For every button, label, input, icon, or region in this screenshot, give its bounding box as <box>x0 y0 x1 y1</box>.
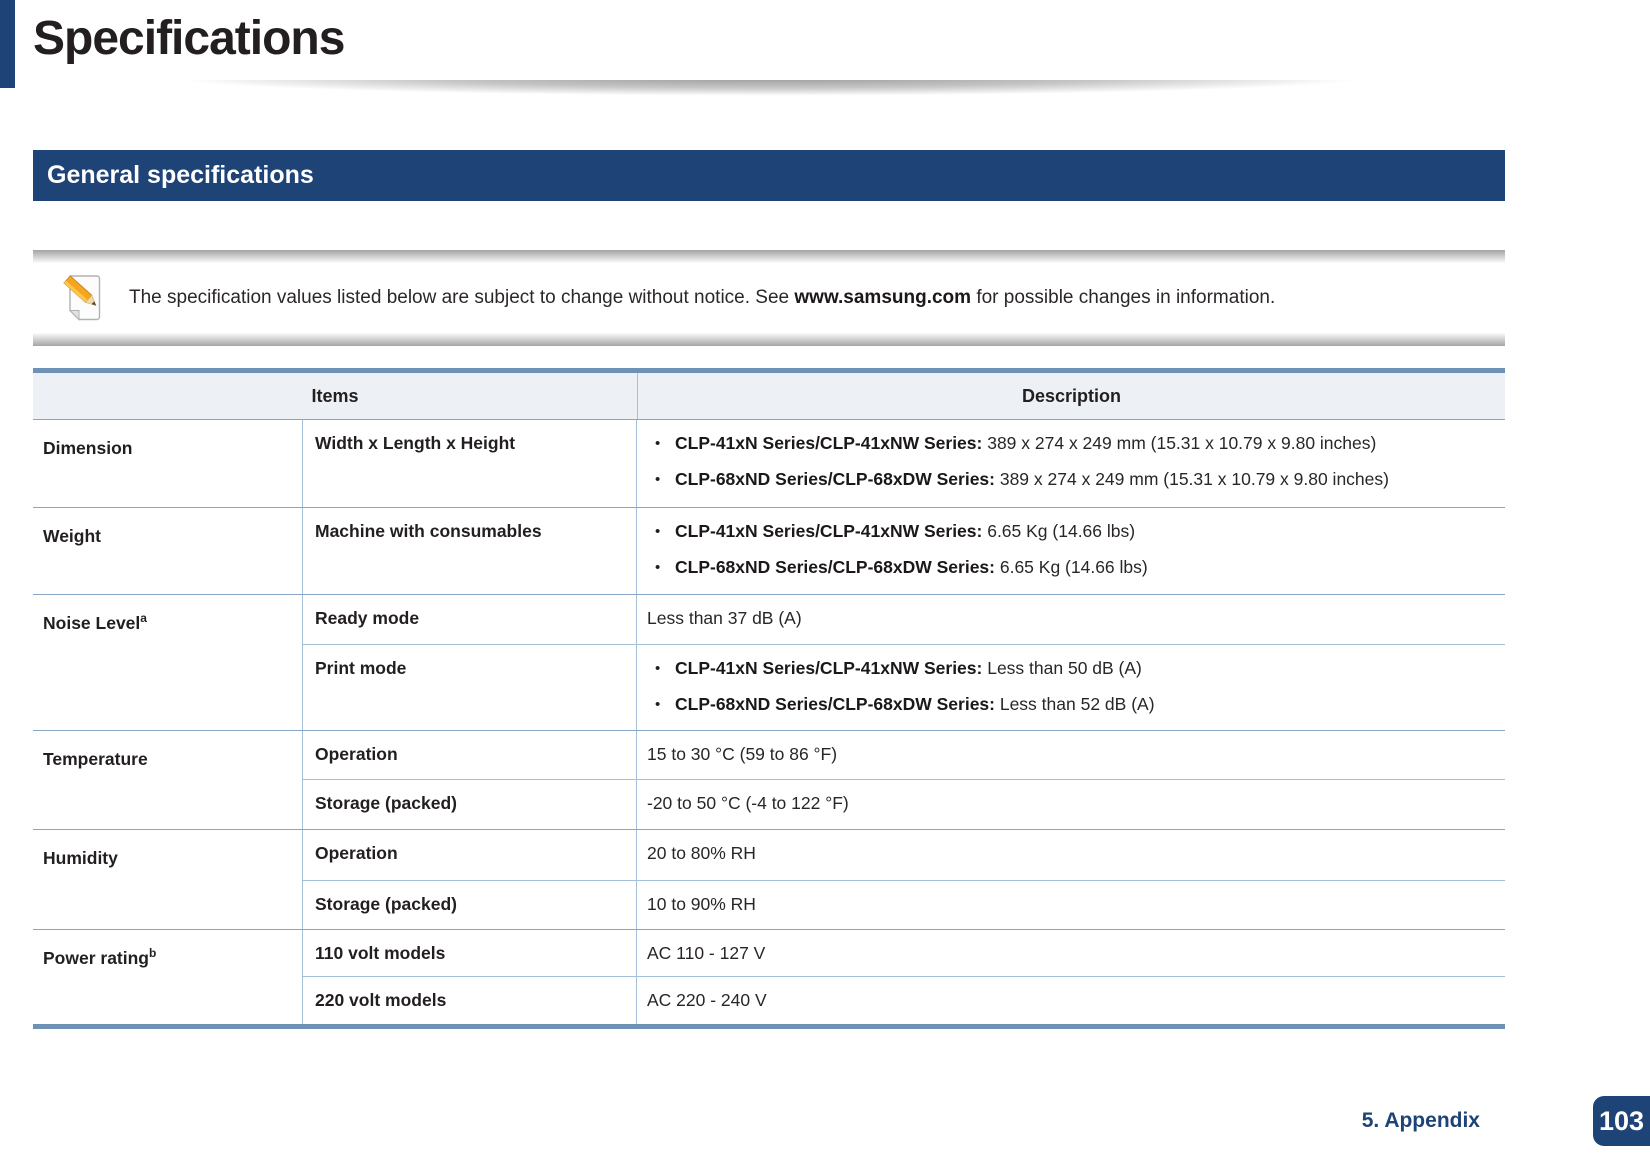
sub-item-cell: Storage (packed) <box>303 881 637 929</box>
description-cell: CLP-41xN Series/CLP-41xNW Series: Less t… <box>637 645 1505 730</box>
description-cell: Less than 37 dB (A) <box>647 608 802 628</box>
note-top-border <box>33 250 1505 263</box>
note-text-after: for possible changes in information. <box>971 287 1276 308</box>
sub-row: Machine with consumables CLP-41xN Series… <box>303 508 1505 594</box>
bullet-line: CLP-41xN Series/CLP-41xNW Series: Less t… <box>647 658 1497 679</box>
item-cell: Power ratingb <box>33 930 303 1024</box>
title-accent-bar <box>0 0 15 88</box>
table-row: Dimension Width x Length x Height CLP-41… <box>33 419 1505 507</box>
bullet-line: CLP-41xN Series/CLP-41xNW Series: 6.65 K… <box>647 521 1497 542</box>
sub-item-cell: Ready mode <box>303 595 637 644</box>
general-specifications-table: Items Description Dimension Width x Leng… <box>33 368 1505 1029</box>
page-title: Specifications <box>33 12 345 65</box>
table-header-row: Items Description <box>33 373 1505 419</box>
table-row: Humidity Operation 20 to 80% RH Storage … <box>33 829 1505 929</box>
item-cell: Dimension <box>33 420 303 507</box>
sub-row: Ready mode Less than 37 dB (A) <box>303 595 1505 644</box>
column-header-description: Description <box>1021 385 1122 406</box>
table-row: Weight Machine with consumables CLP-41xN… <box>33 507 1505 594</box>
description-cell: AC 110 - 127 V <box>647 943 766 963</box>
sub-row: Operation 15 to 30 °C (59 to 86 °F) <box>303 731 1505 779</box>
description-cell: 10 to 90% RH <box>647 894 756 914</box>
note-text: The specification values listed below ar… <box>129 286 1275 310</box>
sub-item-cell: Print mode <box>303 645 637 730</box>
sub-item-cell: Width x Length x Height <box>303 420 637 507</box>
item-cell: Noise Levela <box>33 595 303 730</box>
column-header-items: Items <box>33 373 638 419</box>
section-title: General specifications <box>47 161 314 189</box>
description-cell: CLP-41xN Series/CLP-41xNW Series: 389 x … <box>637 420 1505 507</box>
description-cell: -20 to 50 °C (-4 to 122 °F) <box>647 793 849 813</box>
sub-item-cell: 110 volt models <box>303 930 637 976</box>
sub-item-cell: Operation <box>303 830 637 880</box>
item-cell: Temperature <box>33 731 303 829</box>
sub-row: Operation 20 to 80% RH <box>303 830 1505 880</box>
title-divider-shadow <box>30 80 1508 100</box>
sub-row: Width x Length x Height CLP-41xN Series/… <box>303 420 1505 507</box>
description-cell: 15 to 30 °C (59 to 86 °F) <box>647 744 838 764</box>
samsung-link[interactable]: www.samsung.com <box>794 287 972 308</box>
table-row: Noise Levela Ready mode Less than 37 dB … <box>33 594 1505 730</box>
bullet-line: CLP-68xND Series/CLP-68xDW Series: 6.65 … <box>647 557 1497 578</box>
item-cell: Weight <box>33 508 303 594</box>
note-box: The specification values listed below ar… <box>33 250 1505 346</box>
bullet-line: CLP-68xND Series/CLP-68xDW Series: 389 x… <box>647 469 1497 490</box>
sub-item-cell: 220 volt models <box>303 977 637 1024</box>
sub-row: Storage (packed) -20 to 50 °C (-4 to 122… <box>303 779 1505 829</box>
page-number-badge: 103 <box>1593 1096 1650 1146</box>
table-row: Temperature Operation 15 to 30 °C (59 to… <box>33 730 1505 829</box>
sub-row: 110 volt models AC 110 - 127 V <box>303 930 1505 976</box>
sub-row: 220 volt models AC 220 - 240 V <box>303 976 1505 1024</box>
footer-chapter: 5. Appendix <box>1361 1109 1480 1132</box>
table-row: Power ratingb 110 volt models AC 110 - 1… <box>33 929 1505 1024</box>
description-cell: 20 to 80% RH <box>647 843 756 863</box>
bullet-line: CLP-41xN Series/CLP-41xNW Series: 389 x … <box>647 433 1497 454</box>
section-header: General specifications <box>33 150 1505 201</box>
note-bottom-border <box>33 333 1505 346</box>
sub-item-cell: Storage (packed) <box>303 780 637 829</box>
note-text-before: The specification values listed below ar… <box>129 287 795 308</box>
sub-row: Print mode CLP-41xN Series/CLP-41xNW Ser… <box>303 644 1505 730</box>
note-pencil-icon <box>63 275 101 321</box>
description-cell: CLP-41xN Series/CLP-41xNW Series: 6.65 K… <box>637 508 1505 594</box>
bullet-line: CLP-68xND Series/CLP-68xDW Series: Less … <box>647 694 1497 715</box>
item-cell: Humidity <box>33 830 303 929</box>
sub-row: Storage (packed) 10 to 90% RH <box>303 880 1505 929</box>
sub-item-cell: Operation <box>303 731 637 779</box>
description-cell: AC 220 - 240 V <box>647 990 767 1010</box>
sub-item-cell: Machine with consumables <box>303 508 637 594</box>
